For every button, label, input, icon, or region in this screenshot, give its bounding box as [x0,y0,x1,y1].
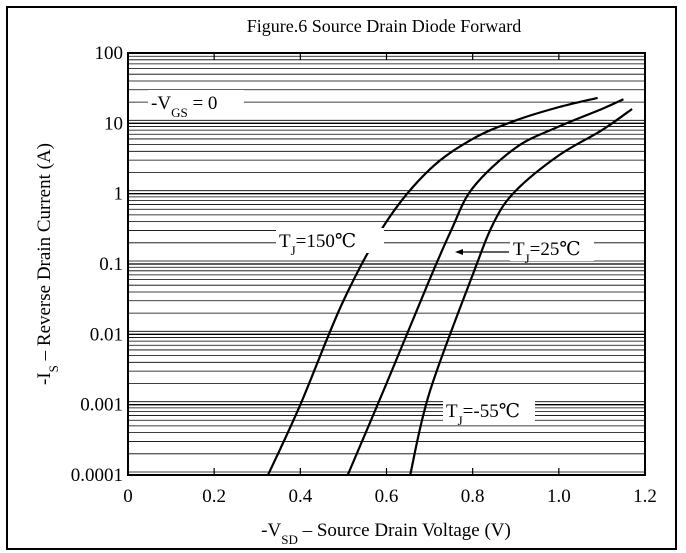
x-axis-label: -VSD – Source Drain Voltage (V) [261,520,511,547]
grid-lines [128,55,645,476]
series-label-150: TJ=150℃ [279,231,356,258]
x-tick-label: 0 [123,486,133,507]
series-label-25: TJ=25℃ [513,239,581,266]
y-axis: 0.0001 0.001 0.01 0.1 1 10 100 [71,43,123,486]
series-line [346,98,624,476]
y-tick-label: 0.1 [99,254,123,275]
y-tick-label: 1 [114,184,124,205]
series-label-25-background [510,236,594,261]
series-line [267,96,598,476]
series-line [409,108,633,476]
x-tick-label: 0.8 [461,486,485,507]
y-tick-label: 0.0001 [71,465,123,486]
series-label-150-background [276,228,384,253]
x-tick-label: 0.6 [375,486,399,507]
y-axis-label: -IS – Reverse Drain Current (A) [34,143,61,385]
x-tick-label: 0.2 [202,486,226,507]
series-label-minus55: TJ=-55℃ [446,401,520,428]
y-tick-label: 10 [104,113,123,134]
annotations: -VGS = 0 TJ=150℃ TJ=25℃ TJ=-55℃ [148,90,594,428]
series-label-minus55-background [443,398,535,423]
x-tick-label: 1.2 [633,486,657,507]
y-tick-label: 0.01 [90,324,123,345]
chart-title: Figure.6 Source Drain Diode Forward [247,16,521,36]
chart-frame [6,6,677,550]
x-axis: 0 0.2 0.4 0.6 0.8 1.0 1.2 [123,53,657,507]
condition-label-background [148,90,244,115]
x-tick-label: 1.0 [547,486,571,507]
series-curves [267,96,633,476]
condition-label: -VGS = 0 [151,93,217,120]
y-tick-label: 100 [95,43,124,64]
arrow-head-icon [455,249,463,255]
x-tick-label: 0.4 [288,486,312,507]
y-tick-label: 0.001 [80,395,123,416]
